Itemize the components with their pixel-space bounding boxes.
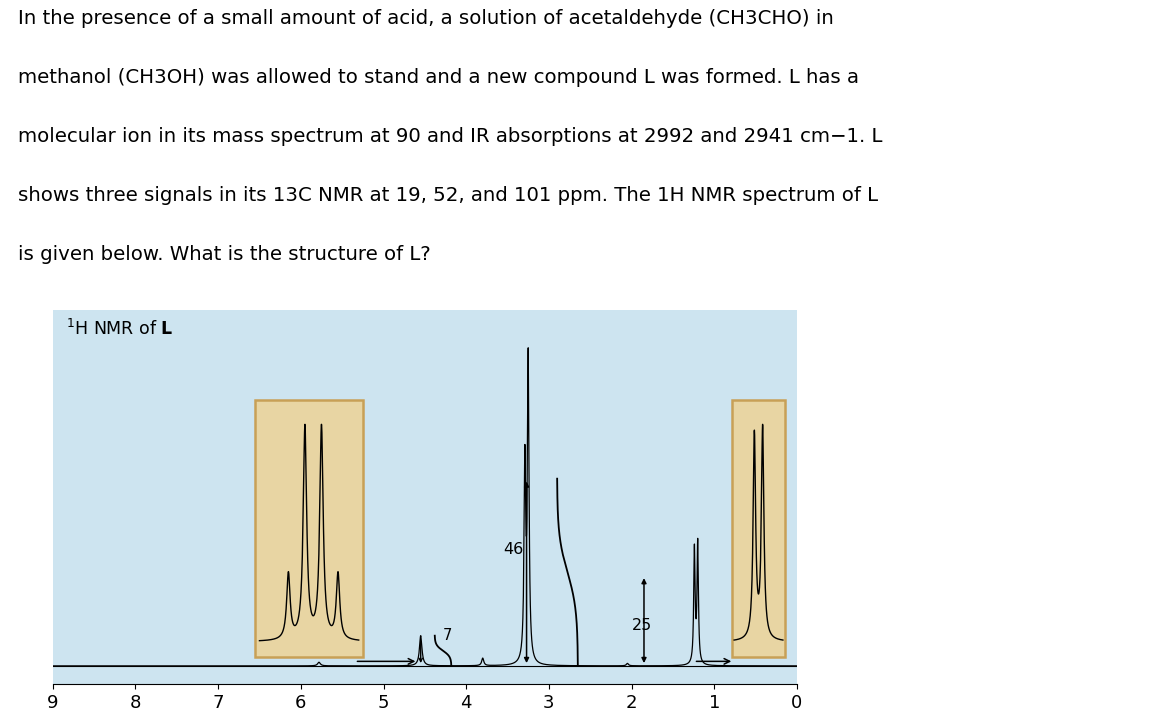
Text: In the presence of a small amount of acid, a solution of acetaldehyde (CH3CHO) i: In the presence of a small amount of aci… xyxy=(18,9,833,28)
Text: 7: 7 xyxy=(443,629,452,643)
Bar xyxy=(732,400,784,657)
Text: methanol (CH3OH) was allowed to stand and a new compound L was formed. L has a: methanol (CH3OH) was allowed to stand an… xyxy=(18,68,859,87)
X-axis label: ppm: ppm xyxy=(404,716,445,720)
Text: 46: 46 xyxy=(504,542,524,557)
Text: is given below. What is the structure of L?: is given below. What is the structure of… xyxy=(18,245,430,264)
Text: shows three signals in its 13C NMR at 19, 52, and 101 ppm. The 1H NMR spectrum o: shows three signals in its 13C NMR at 19… xyxy=(18,186,878,205)
Bar xyxy=(255,400,363,657)
Text: $^1$H NMR of $\mathbf{L}$: $^1$H NMR of $\mathbf{L}$ xyxy=(66,319,173,339)
Text: 25: 25 xyxy=(632,618,652,633)
Text: molecular ion in its mass spectrum at 90 and IR absorptions at 2992 and 2941 cm−: molecular ion in its mass spectrum at 90… xyxy=(18,127,883,146)
